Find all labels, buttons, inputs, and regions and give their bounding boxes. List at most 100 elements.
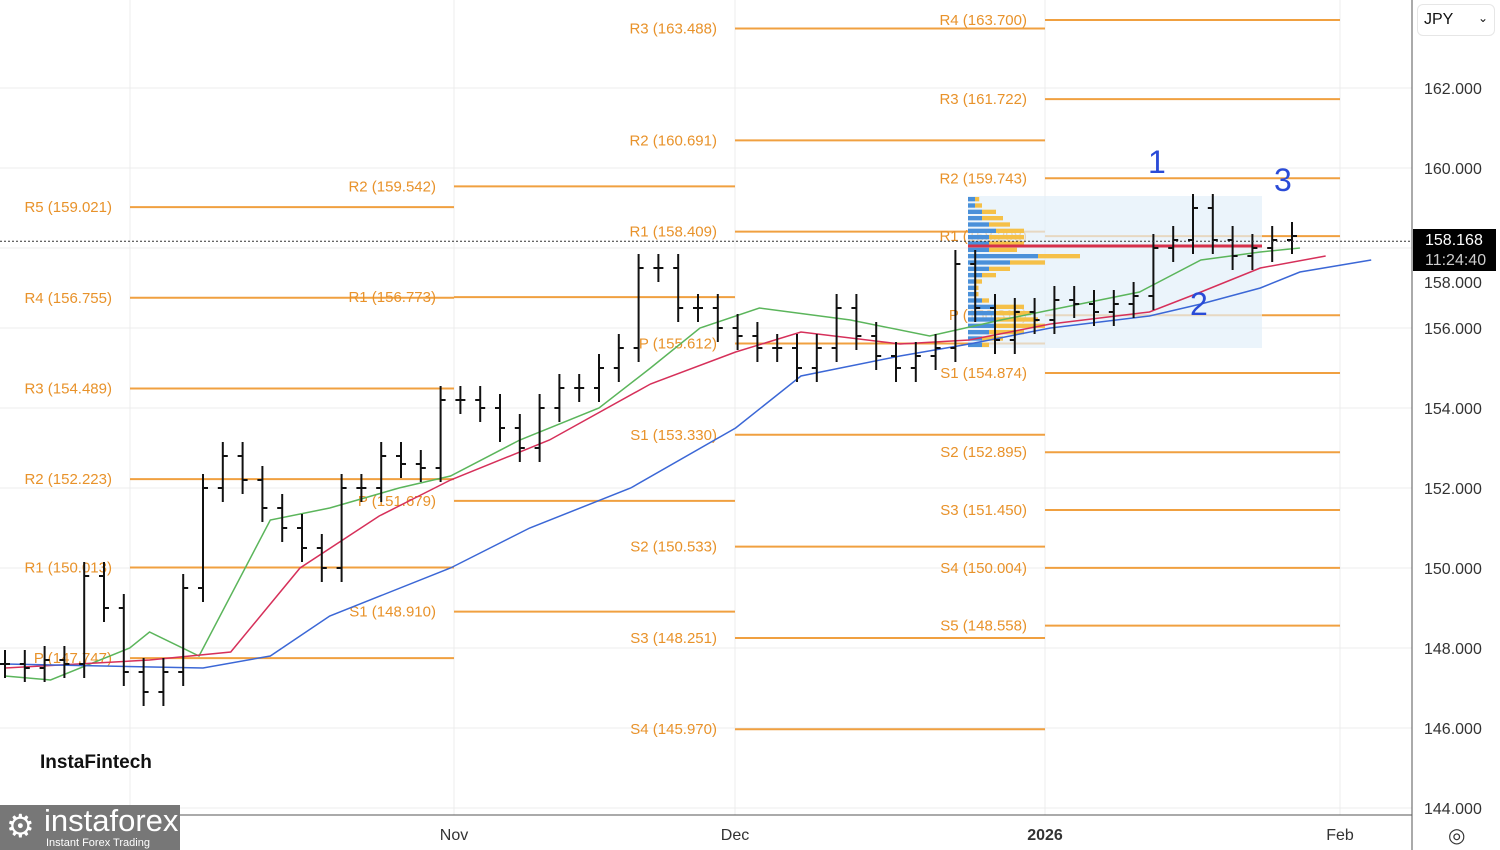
volume-bar-buy	[968, 241, 989, 246]
volume-bar-sell	[1038, 254, 1080, 259]
instafintech-watermark: InstaFintech	[40, 752, 152, 773]
pivot-label: S4 (145.970)	[630, 721, 717, 738]
volume-bar-sell	[975, 203, 982, 208]
volume-bar-buy	[968, 216, 982, 221]
volume-bar-buy	[968, 197, 975, 202]
x-tick-label: Feb	[1326, 827, 1354, 844]
volume-bar-buy	[968, 254, 1038, 259]
pivot-label: P (155.612)	[639, 336, 717, 353]
pivot-label: S2 (150.533)	[630, 539, 717, 556]
y-tick-label: 162.000	[1424, 81, 1482, 98]
x-tick-label: Dec	[721, 827, 749, 844]
pivot-label: R1 (150.013)	[24, 559, 112, 576]
volume-bar-sell	[996, 323, 1045, 328]
pivot-label: R2 (152.223)	[24, 471, 112, 488]
volume-bar-buy	[968, 342, 982, 347]
pivot-label: S1 (148.910)	[349, 604, 436, 621]
volume-bar-buy	[968, 311, 996, 316]
volume-bar-sell	[982, 209, 996, 214]
pivot-label: R4 (163.700)	[939, 12, 1027, 29]
volume-bar-buy	[968, 222, 989, 227]
moving-average-fast	[4, 247, 1300, 681]
y-tick-label: 146.000	[1424, 721, 1482, 738]
volume-bar-sell	[989, 235, 1024, 240]
volume-bar-buy	[968, 323, 996, 328]
pivot-label: S1 (153.330)	[630, 427, 717, 444]
y-tick-label: 144.000	[1424, 801, 1482, 818]
volume-bar-buy	[968, 247, 989, 252]
y-tick-label: 154.000	[1424, 401, 1482, 418]
y-tick-label: 152.000	[1424, 481, 1482, 498]
y-tick-label: 160.000	[1424, 161, 1482, 178]
volume-bar-buy	[968, 330, 989, 335]
pivot-label: R1 (156.773)	[348, 289, 436, 306]
pivot-label: R3 (163.488)	[629, 20, 717, 37]
volume-bar-sell	[996, 317, 1038, 322]
pivot-label: S5 (148.558)	[940, 618, 1027, 635]
settings-icon[interactable]: ◎	[1448, 825, 1466, 847]
pivot-label: R5 (159.021)	[24, 199, 112, 216]
volume-bar-buy	[968, 292, 975, 297]
volume-bar-buy	[968, 304, 996, 309]
pivot-label: S3 (151.450)	[940, 502, 1027, 519]
volume-bar-buy	[968, 260, 1010, 265]
y-tick-label: 150.000	[1424, 561, 1482, 578]
volume-bar-buy	[968, 279, 975, 284]
volume-bar-sell	[989, 266, 1010, 271]
volume-bar-sell	[982, 273, 996, 278]
volume-bar-sell	[982, 298, 989, 303]
x-tick-label: 2026	[1027, 827, 1063, 844]
instaforex-logo: ⚙ instaforex Instant Forex Trading	[0, 805, 180, 850]
bar-countdown: 11:24:40	[1425, 252, 1487, 269]
volume-bar-sell	[982, 216, 1003, 221]
volume-bar-sell	[975, 285, 979, 290]
volume-bar-sell	[996, 228, 1024, 233]
volume-bar-sell	[1010, 260, 1045, 265]
moving-average-slow	[4, 259, 1372, 669]
logo-tagline: Instant Forex Trading	[46, 837, 150, 849]
volume-bar-sell	[989, 241, 1024, 246]
logo-gear-icon: ⚙	[6, 808, 35, 844]
pivot-label: S4 (150.004)	[940, 560, 1027, 577]
y-tick-label: 156.000	[1424, 321, 1482, 338]
pivot-label: R3 (161.722)	[939, 91, 1027, 108]
pivot-label: R2 (159.743)	[939, 170, 1027, 187]
volume-bar-buy	[968, 235, 989, 240]
volume-bar-buy	[968, 285, 975, 290]
wave-label-1: 1	[1148, 144, 1166, 180]
volume-bar-sell	[989, 222, 1010, 227]
volume-bar-sell	[975, 279, 982, 284]
volume-bar-sell	[982, 336, 1003, 341]
volume-bar-buy	[968, 203, 975, 208]
pivot-label: R4 (156.755)	[24, 290, 112, 307]
y-tick-label: 148.000	[1424, 641, 1482, 658]
volume-bar-sell	[982, 342, 989, 347]
volume-bar-buy	[968, 266, 989, 271]
pivot-label: S1 (154.874)	[940, 365, 1027, 382]
currency-select[interactable]: JPY ⌄	[1417, 4, 1495, 36]
currency-value: JPY	[1424, 11, 1454, 28]
volume-bar-sell	[975, 292, 979, 297]
volume-bar-sell	[989, 247, 1017, 252]
y-tick-label: 158.000	[1424, 275, 1482, 292]
volume-bar-sell	[996, 311, 1031, 316]
pivot-label: R3 (154.489)	[24, 380, 112, 397]
pivot-label: S3 (148.251)	[630, 630, 717, 647]
volume-bar-sell	[996, 304, 1024, 309]
pivot-label: S2 (152.895)	[940, 444, 1027, 461]
x-tick-label: Nov	[440, 827, 468, 844]
volume-bar-buy	[968, 317, 996, 322]
chevron-down-icon: ⌄	[1477, 11, 1488, 25]
last-price: 158.168	[1425, 232, 1483, 249]
wave-label-2: 2	[1190, 286, 1208, 322]
pivot-label: R1 (158.409)	[629, 224, 717, 241]
volume-bar-sell	[975, 197, 980, 202]
moving-average-medium	[4, 255, 1326, 669]
volume-bar-buy	[968, 209, 982, 214]
pivot-label: R2 (160.691)	[629, 132, 717, 149]
pivot-label: R2 (159.542)	[348, 178, 436, 195]
volume-bar-buy	[968, 228, 996, 233]
logo-name: instaforex	[44, 805, 179, 838]
